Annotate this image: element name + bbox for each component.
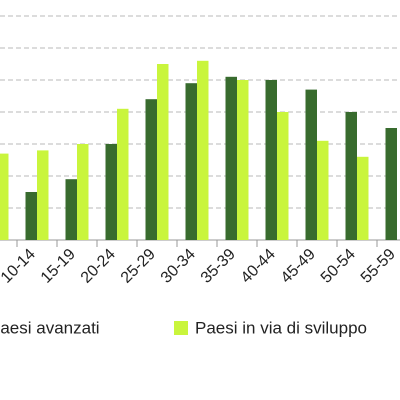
x-tick-label: 45-49	[278, 246, 319, 287]
bar	[265, 80, 277, 240]
bar	[25, 192, 37, 240]
x-tick-label: 20-24	[78, 246, 119, 287]
x-tick-label: 10-14	[0, 246, 39, 287]
bar	[157, 64, 169, 240]
x-tick-label: 35-39	[198, 246, 239, 287]
bar	[77, 144, 89, 240]
x-tick-label: 50-54	[318, 246, 359, 287]
bar	[197, 60, 209, 240]
bar	[145, 99, 157, 240]
bar	[357, 156, 369, 240]
bar	[237, 80, 249, 240]
bar	[385, 128, 397, 240]
legend-label: Paesi in via di sviluppo	[195, 318, 367, 337]
x-tick-label: 15-19	[38, 246, 79, 287]
bar	[0, 153, 9, 240]
bar	[345, 112, 357, 240]
x-tick-label: 25-29	[118, 246, 159, 287]
bar	[317, 140, 329, 240]
bar	[225, 76, 237, 240]
x-tick-label: 30-34	[158, 246, 199, 287]
bar	[277, 112, 289, 240]
x-tick-label: 55-59	[358, 246, 399, 287]
bar	[305, 89, 317, 240]
bar	[105, 144, 117, 240]
bar	[37, 150, 49, 240]
x-tick-label: 40-44	[238, 246, 279, 287]
bar	[117, 108, 129, 240]
legend-label: Paesi avanzati	[0, 318, 100, 337]
bar	[65, 179, 77, 240]
bar	[185, 83, 197, 240]
legend-swatch	[174, 321, 188, 335]
